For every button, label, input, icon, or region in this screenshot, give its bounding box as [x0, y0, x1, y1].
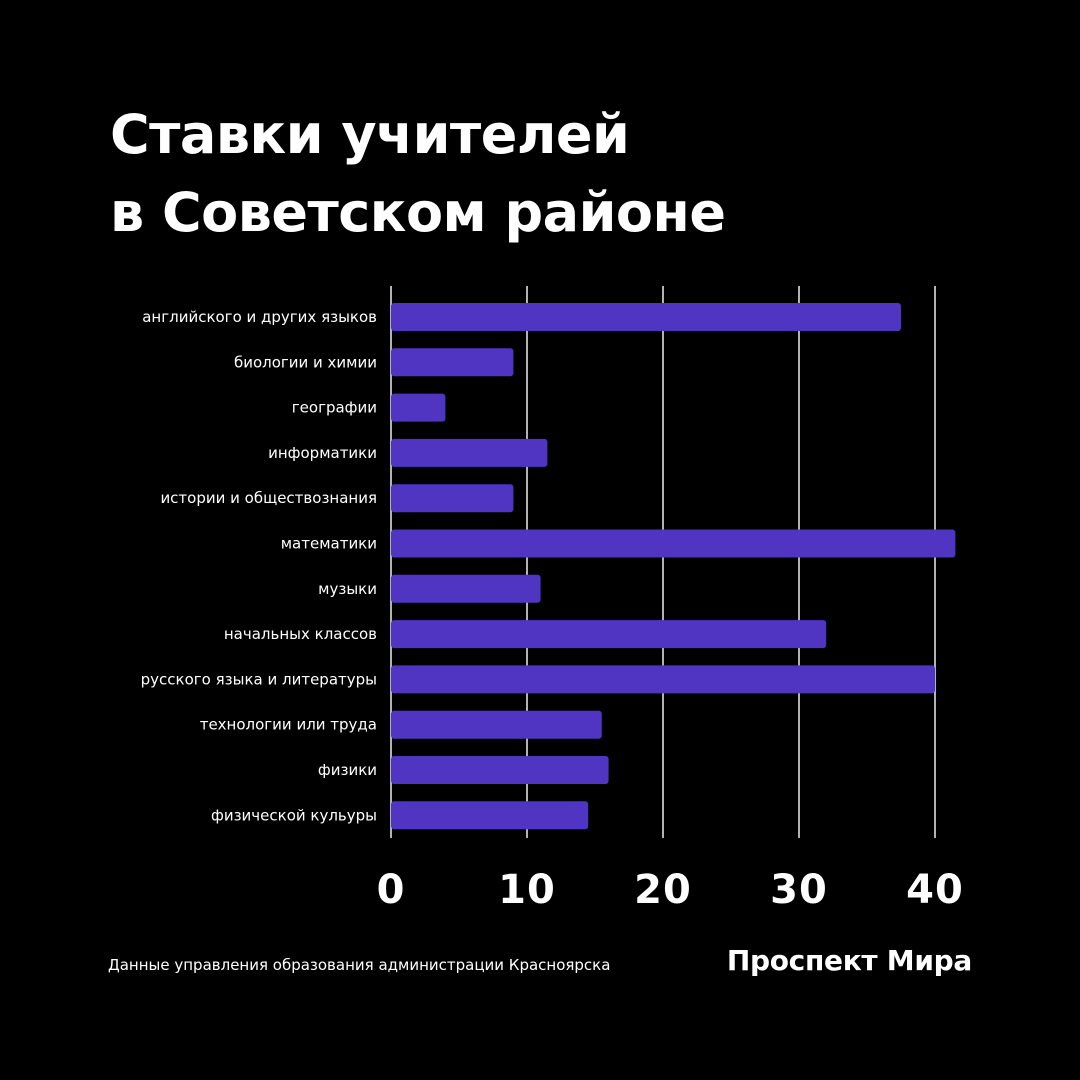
bar-1 — [391, 303, 901, 331]
brand-logo-text: Проспект Мира — [726, 944, 972, 977]
category-label-4: информатики — [268, 444, 377, 462]
category-label-9: русского языка и литературы — [141, 670, 377, 688]
category-label-11: физики — [318, 761, 377, 779]
category-label-5: истории и обществознания — [160, 489, 377, 507]
x-tick-label-0: 0 — [377, 867, 406, 913]
bar-9 — [391, 665, 935, 694]
category-label-8: начальных классов — [224, 625, 377, 643]
x-tick-label-30: 30 — [770, 867, 828, 913]
chart-title: Ставки учителей в Советском районе — [110, 96, 970, 252]
category-label-7: музыки — [318, 580, 377, 598]
bar-6 — [391, 529, 956, 558]
category-label-6: математики — [281, 535, 377, 553]
chart-title-line-2: в Советском районе — [110, 181, 726, 244]
bar-10 — [391, 710, 602, 739]
x-axis-tick-labels: 0 10 20 30 40 — [377, 867, 964, 913]
bar-3 — [391, 393, 446, 422]
bars — [391, 303, 956, 830]
bar-12 — [391, 801, 589, 830]
x-tick-label-20: 20 — [634, 867, 692, 913]
category-label-3: географии — [292, 399, 377, 417]
bar-4 — [391, 438, 548, 467]
category-label-12: физической кульуры — [211, 806, 377, 824]
category-labels: английского и других языков биологии и хи… — [141, 308, 377, 824]
chart-title-line-1: Ставки учителей — [110, 103, 630, 166]
bar-5 — [391, 484, 514, 513]
bar-2 — [391, 348, 514, 377]
source-note: Данные управления образования администра… — [108, 956, 611, 974]
bar-8 — [391, 620, 827, 649]
gridlines — [390, 286, 936, 838]
category-label-2: биологии и химии — [234, 353, 377, 371]
bar-11 — [391, 756, 609, 784]
category-label-10: технологии или труда — [200, 716, 377, 734]
x-tick-label-10: 10 — [498, 867, 556, 913]
bar-7 — [391, 574, 541, 603]
category-label-1: английского и других языков — [142, 308, 377, 326]
x-tick-label-40: 40 — [906, 867, 964, 913]
